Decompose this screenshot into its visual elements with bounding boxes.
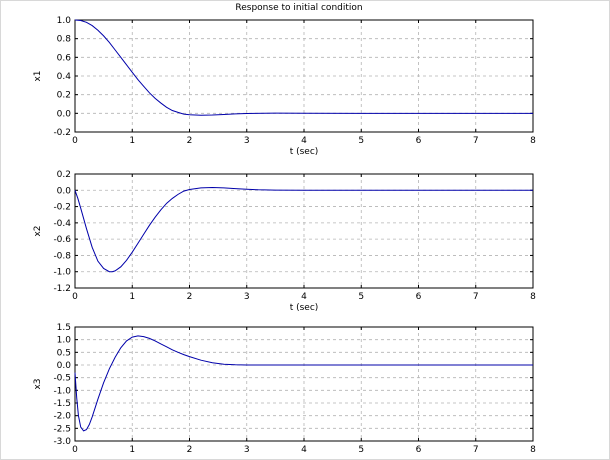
panel-1-xtick-label: 6 [416, 136, 422, 146]
panel-3-ytick-label: 1.0 [57, 336, 72, 346]
panel-3-xtick-label: 2 [187, 445, 193, 455]
panel-3-xtick-label: 8 [530, 445, 536, 455]
panel-3-ytick-label: 0.5 [57, 348, 71, 358]
panel-2-ytick-label: -1.0 [53, 268, 71, 278]
panel-2-ytick-label: -1.2 [53, 284, 71, 294]
panel-2-xtick-label: 4 [301, 292, 307, 302]
panel-3-ylabel: x3 [33, 378, 43, 389]
panel-1-xtick-label: 7 [473, 136, 479, 146]
panel-1-xlabel: t (sec) [290, 147, 319, 157]
panel-1-xtick-label: 8 [530, 136, 536, 146]
panel-3-ytick-label: -2.0 [53, 412, 71, 422]
panel-3-xtick-label: 3 [244, 445, 250, 455]
panel-3-ytick-label: -1.0 [53, 386, 71, 396]
panel-2-xtick-label: 6 [416, 292, 422, 302]
panel-1-ytick-label: -0.2 [53, 128, 71, 138]
panel-2-frame [74, 173, 534, 289]
panel-1-xtick-label: 1 [129, 136, 135, 146]
panel-3-ytick-label: 0.0 [57, 361, 72, 371]
panel-2-ytick-label: -0.8 [53, 251, 71, 261]
panel-1-ytick-label: 0.6 [57, 53, 72, 63]
panel-2-ylabel: x2 [33, 225, 43, 236]
panel-3-frame [74, 326, 534, 442]
panel-2-xtick-label: 8 [530, 292, 536, 302]
panel-3-xtick-label: 7 [473, 445, 479, 455]
panel-3-ytick-label: -3.0 [53, 437, 71, 447]
panel-1-xtick-label: 5 [358, 136, 364, 146]
panel-2-xtick-label: 0 [72, 292, 78, 302]
chart-title: Response to initial condition [235, 3, 362, 13]
panel-1-xtick-label: 4 [301, 136, 307, 146]
panel-1-xtick-label: 2 [187, 136, 193, 146]
panel-2-ytick-label: -0.4 [53, 219, 71, 229]
panel-1-ytick-label: 0.2 [57, 91, 71, 101]
panel-3-xtick-label: 6 [416, 445, 422, 455]
panel-1-xtick-label: 0 [72, 136, 78, 146]
panel-1-xtick-label: 3 [244, 136, 250, 146]
panel-2-ytick-label: 0.2 [57, 170, 71, 180]
panel-3-xtick-label: 4 [301, 445, 307, 455]
panel-3-ytick-label: -0.5 [53, 374, 71, 384]
panel-2-xtick-label: 7 [473, 292, 479, 302]
panel-2-ytick-label: 0.0 [57, 186, 72, 196]
panel-2-xlabel: t (sec) [290, 303, 319, 313]
panel-1-frame [74, 19, 534, 133]
panel-2-ytick-label: -0.2 [53, 203, 71, 213]
panel-2-ytick-label: -0.6 [53, 235, 71, 245]
panel-3-xtick-label: 0 [72, 445, 78, 455]
panel-2-xtick-label: 3 [244, 292, 250, 302]
panel-3-xtick-label: 5 [358, 445, 364, 455]
panel-3-ytick-label: -2.5 [53, 424, 71, 434]
panel-3-series-line [74, 335, 533, 432]
panel-2-xtick-label: 1 [129, 292, 135, 302]
panel-1-ytick-label: 1.0 [57, 16, 72, 26]
panel-1-ytick-label: 0.8 [57, 35, 72, 45]
panel-1-series-line [74, 19, 533, 116]
panel-1-ytick-label: 0.0 [57, 109, 72, 119]
panel-1-ylabel: x1 [33, 70, 43, 81]
panel-3-xtick-label: 1 [129, 445, 135, 455]
panel-3-ytick-label: -1.5 [53, 399, 71, 409]
panel-3-ytick-label: 1.5 [57, 323, 71, 333]
panel-2-xtick-label: 2 [187, 292, 193, 302]
panel-1-ytick-label: 0.4 [57, 72, 72, 82]
panel-2-series-line [74, 186, 533, 273]
panel-2-xtick-label: 5 [358, 292, 364, 302]
